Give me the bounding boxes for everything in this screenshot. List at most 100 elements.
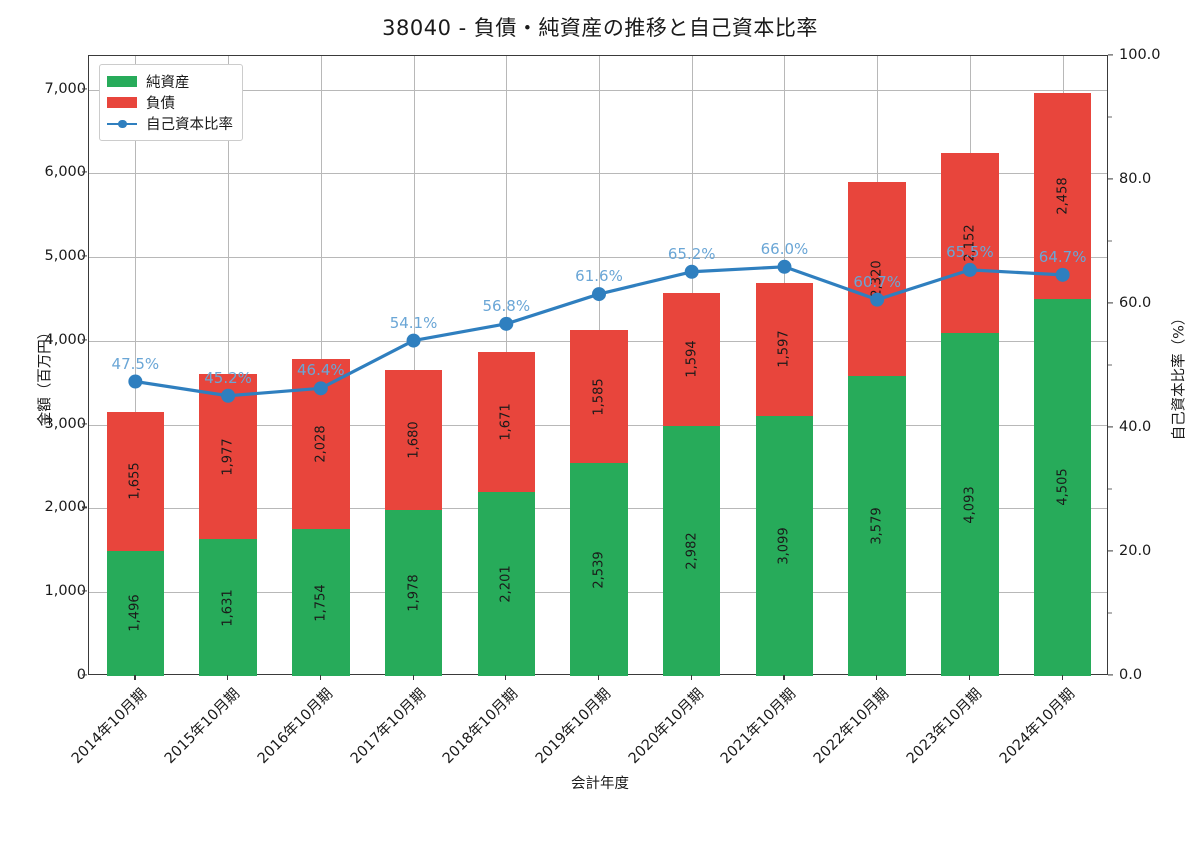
legend-label: 負債 (146, 96, 175, 112)
x-axis-tick-mark (319, 675, 321, 680)
y-axis-tick-mark-left (82, 255, 87, 257)
x-axis-tick-label: 2020年10月期 (625, 685, 707, 768)
ratio-marker (406, 333, 421, 348)
legend-marker-dot (118, 119, 127, 128)
bar-segment-liabilities: 1,597 (755, 282, 814, 417)
y-axis-tick-mark-left (82, 590, 87, 592)
y-axis-tick-label-left: 4,000 (44, 331, 86, 348)
ratio-point-label: 65.2% (667, 244, 716, 263)
y-axis-tick-label-left: 1,000 (44, 583, 86, 600)
gridline-vertical (413, 56, 415, 674)
page-title: 38040 - 負債・純資産の推移と自己資本比率 (382, 16, 818, 40)
ratio-marker (592, 287, 606, 302)
gridline-horizontal (89, 173, 1107, 175)
bar-segment-liabilities: 1,655 (106, 411, 165, 551)
y-axis-tick-label-right: 20.0 (1119, 543, 1152, 559)
y-axis-tick-label-right: 60.0 (1119, 295, 1152, 311)
y-axis-tick-label-left: 7,000 (44, 80, 86, 97)
bar-segment-equity: 1,754 (292, 529, 350, 676)
ratio-point-label: 60.7% (853, 272, 901, 291)
ratio-marker (1055, 267, 1070, 282)
y-axis-tick-mark-right (1108, 54, 1113, 56)
x-axis-tick-mark (412, 675, 414, 680)
bar-segment-equity: 1,978 (384, 510, 443, 676)
ratio-point-label: 46.4% (296, 361, 345, 380)
bar-segment-equity: 2,539 (570, 463, 628, 676)
ratio-marker (499, 316, 514, 331)
x-axis-tick-mark (227, 675, 229, 680)
gridline-vertical (228, 56, 230, 674)
x-axis-tick-label: 2024年10月期 (996, 685, 1078, 768)
ratio-line (133, 265, 1065, 398)
x-axis-tick-label: 2014年10月期 (69, 685, 151, 768)
ratio-point-label: 47.5% (111, 354, 160, 373)
y-axis-minor-tick-right (1108, 240, 1112, 242)
bar-segment-equity: 2,201 (477, 491, 535, 676)
x-axis-tick-mark (505, 675, 507, 680)
y-axis-tick-mark-left (82, 506, 87, 509)
bar-segment-equity: 4,505 (1033, 298, 1092, 676)
legend-label: 自己資本比率 (146, 117, 233, 133)
ratio-point-label: 65.5% (946, 242, 994, 261)
ratio-marker (962, 262, 977, 277)
legend-color-swatch (107, 97, 137, 108)
y-axis-tick-label-right: 80.0 (1119, 171, 1152, 187)
bar-segment-liabilities: 2,458 (1033, 92, 1092, 299)
y-axis-tick-mark-left (82, 87, 87, 90)
bar-segment-equity: 1,496 (106, 550, 165, 676)
y-axis-tick-label-left: 0 (6, 667, 86, 683)
x-axis-tick-mark (134, 675, 136, 680)
x-axis-tick-mark (1061, 675, 1063, 680)
y-axis-tick-mark-right (1108, 550, 1113, 552)
y-axis-tick-mark-right (1108, 674, 1113, 676)
y-axis-minor-tick-right (1108, 364, 1112, 366)
y-axis-tick-label-left: 3,000 (44, 415, 86, 432)
x-axis-tick-label: 2018年10月期 (440, 685, 522, 768)
ratio-point-label: 45.2% (204, 368, 252, 387)
x-axis-tick-label: 2017年10月期 (347, 685, 429, 768)
x-axis-tick-label: 2023年10月期 (903, 685, 986, 768)
x-axis-tick-mark (968, 675, 971, 680)
bar-segment-liabilities: 1,585 (570, 330, 628, 464)
y-axis-tick-mark-left (82, 423, 87, 425)
legend-label: 純資産 (146, 75, 190, 91)
bar-segment-equity: 2,982 (662, 426, 721, 676)
y-axis-tick-mark-right (1108, 302, 1113, 304)
ratio-point-label: 66.0% (760, 239, 809, 258)
x-axis-tick-mark (876, 675, 878, 680)
plot-area: 1,496 1,655 1,631 1,977 1,754 2,028 1,978 1,680… (88, 55, 1108, 676)
bar-segment-liabilities: 2,152 (941, 152, 999, 334)
legend-item[interactable]: 純資産 (107, 71, 233, 92)
y-axis-minor-tick-right (1108, 116, 1112, 118)
y-axis-minor-tick-right (1108, 612, 1112, 614)
ratio-point-label: 64.7% (1038, 247, 1087, 266)
bar-segment-liabilities: 1,594 (662, 292, 721, 427)
ratio-marker (128, 374, 143, 389)
bar-segment-equity: 1,631 (199, 539, 257, 676)
ratio-point-label: 54.1% (389, 313, 438, 332)
gridline-horizontal (89, 89, 1107, 91)
y-axis-minor-tick-right (1108, 488, 1112, 490)
y-axis-tick-mark-left (82, 339, 87, 341)
bar-segment-equity: 4,093 (941, 333, 999, 676)
y-axis-tick-label-left: 5,000 (44, 248, 86, 265)
ratio-marker (313, 381, 328, 396)
legend-item[interactable]: 負債 (107, 92, 233, 113)
ratio-marker (221, 388, 236, 403)
y-axis-tick-label-right: 40.0 (1119, 419, 1152, 435)
bar-segment-liabilities: 1,680 (384, 369, 443, 511)
y-axis-tick-label-right: 0.0 (1119, 667, 1143, 683)
legend-item[interactable]: 自己資本比率 (107, 113, 233, 134)
x-axis-tick-mark (690, 675, 692, 680)
y-axis-tick-mark-right (1108, 426, 1113, 428)
ratio-marker (684, 264, 699, 279)
chart-figure: 38040 - 負債・純資産の推移と自己資本比率 金額（百万円） 自己資本比率（… (6, 16, 1187, 792)
y-axis-tick-label-right: 100.0 (1119, 47, 1161, 63)
x-axis-label: 会計年度 (571, 776, 629, 792)
x-axis-tick-label: 2015年10月期 (162, 685, 244, 768)
y-axis-tick-mark-left (82, 674, 87, 676)
y-axis-tick-label-left: 6,000 (44, 164, 86, 181)
x-axis-tick-label: 2022年10月期 (811, 685, 893, 768)
gridline-horizontal (89, 257, 1107, 259)
x-axis-tick-label: 2019年10月期 (532, 685, 615, 768)
